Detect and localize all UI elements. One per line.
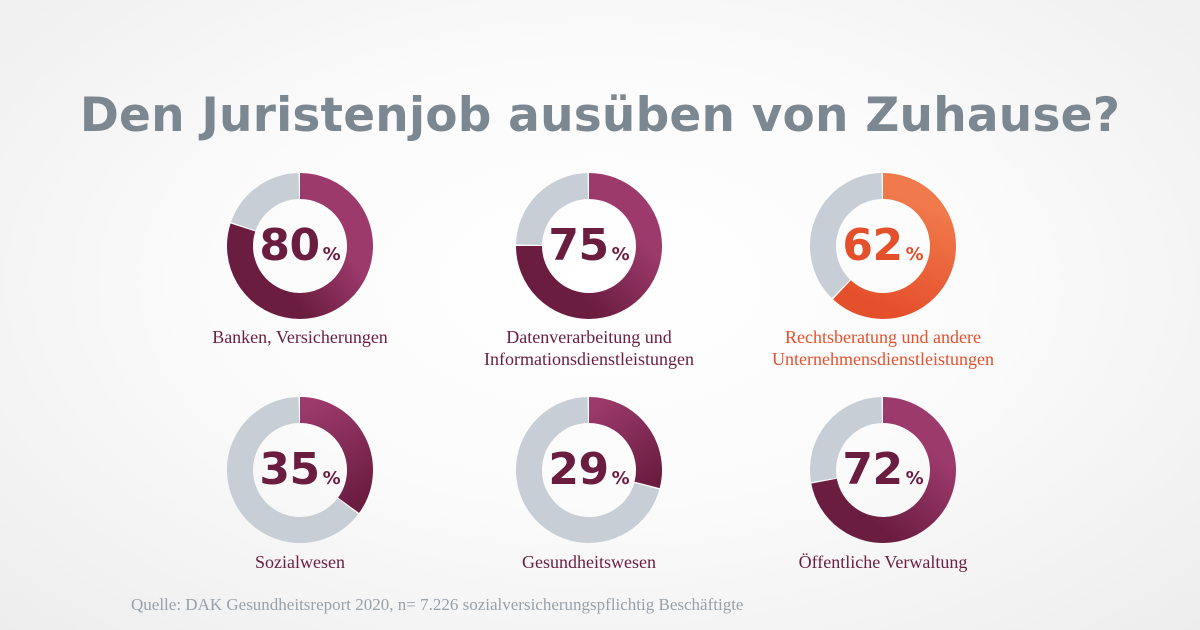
donut-value-arc: [299, 397, 373, 513]
donut-value-arc: [516, 173, 662, 319]
donut-chart: 72%: [809, 396, 957, 544]
value-number: 75: [548, 220, 609, 271]
category-label: Datenverarbeitung und Informationsdienstl…: [409, 326, 769, 370]
donut-svg: [516, 397, 662, 543]
donut-chart: 29%: [515, 396, 663, 544]
category-label-line: Datenverarbeitung und: [506, 327, 672, 347]
donut-value-label: 72%: [809, 396, 957, 544]
donut-chart: 62%: [809, 172, 957, 320]
donut-svg: [810, 173, 956, 319]
donut-track: [231, 173, 300, 232]
donut-svg: [227, 397, 373, 543]
donut-value-label: 29%: [515, 396, 663, 544]
category-label-line: Informationsdienstleistungen: [484, 349, 694, 369]
donut-chart: 35%: [226, 396, 374, 544]
donut-track: [810, 397, 883, 483]
category-label-line: Sozialwesen: [255, 552, 345, 572]
chart-title: Den Juristenjob ausüben von Zuhause?: [79, 88, 1121, 143]
value-number: 80: [259, 220, 320, 271]
donut-chart: 80%: [226, 172, 374, 320]
value-number: 62: [842, 220, 903, 271]
category-label-line: Rechtsberatung und andere: [785, 327, 981, 347]
category-label: Gesundheitswesen: [409, 551, 769, 573]
category-label-line: Banken, Versicherungen: [212, 327, 388, 347]
value-number: 72: [842, 444, 903, 495]
value-unit: %: [905, 243, 924, 265]
donut-value-label: 62%: [809, 172, 957, 320]
donut-svg: [227, 173, 373, 319]
category-label: Banken, Versicherungen: [120, 326, 480, 348]
donut-value-arc: [588, 397, 662, 489]
donut-track: [516, 173, 589, 246]
donut-chart: 75%: [515, 172, 663, 320]
value-unit: %: [322, 467, 341, 489]
value-unit: %: [611, 467, 630, 489]
category-label: Sozialwesen: [120, 551, 480, 573]
category-label-line: Unternehmensdienstleistungen: [772, 349, 994, 369]
value-number: 29: [548, 444, 609, 495]
category-label-line: Öffentliche Verwaltung: [798, 552, 968, 572]
donut-svg: [516, 173, 662, 319]
donut-track: [227, 397, 359, 543]
category-label: Rechtsberatung und andere Unternehmensdie…: [703, 326, 1063, 370]
category-label-line: Gesundheitswesen: [522, 552, 656, 572]
category-label: Öffentliche Verwaltung: [703, 551, 1063, 573]
donut-svg: [810, 397, 956, 543]
source-note: Quelle: DAK Gesundheitsreport 2020, n= 7…: [131, 595, 744, 614]
value-number: 35: [259, 444, 320, 495]
donut-value-arc: [227, 173, 373, 319]
value-unit: %: [905, 467, 924, 489]
value-unit: %: [322, 243, 341, 265]
value-unit: %: [611, 243, 630, 265]
donut-value-arc: [833, 173, 956, 319]
donut-value-label: 75%: [515, 172, 663, 320]
donut-value-label: 35%: [226, 396, 374, 544]
donut-value-label: 80%: [226, 172, 374, 320]
donut-value-arc: [811, 397, 956, 543]
donut-track: [810, 173, 883, 299]
donut-track: [516, 397, 660, 543]
